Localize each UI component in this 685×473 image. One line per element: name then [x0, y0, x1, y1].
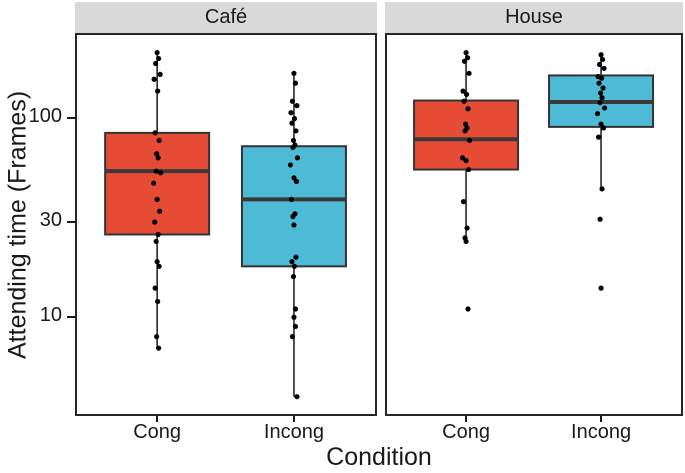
x-tick-label-cafe-cong: Cong — [133, 421, 182, 443]
x-tick-mark — [465, 416, 468, 422]
x-tick-label-house-incong: Incong — [571, 421, 632, 443]
x-tick-mark — [600, 416, 603, 422]
facet-strip-cafe-label: Café — [204, 6, 248, 28]
x-tick-mark — [156, 416, 159, 422]
facet-strip-house-label: House — [505, 6, 563, 28]
facet-panel-house — [385, 33, 683, 416]
facet-strip-house: House — [385, 2, 683, 33]
y-tick-mark — [67, 221, 75, 224]
x-axis-title: Condition — [326, 443, 432, 471]
y-tick-label-10: 10 — [39, 304, 62, 327]
y-tick-label-30: 30 — [39, 209, 62, 232]
x-tick-label-house-cong: Cong — [442, 421, 490, 443]
x-tick-mark — [292, 416, 295, 422]
facet-strip-cafe: Café — [75, 2, 377, 33]
y-tick-label-100: 100 — [28, 104, 62, 127]
facet-panel-cafe — [75, 33, 377, 416]
y-tick-mark — [67, 316, 75, 319]
x-tick-label-cafe-incong: Incong — [263, 421, 324, 443]
y-tick-mark — [67, 116, 75, 119]
